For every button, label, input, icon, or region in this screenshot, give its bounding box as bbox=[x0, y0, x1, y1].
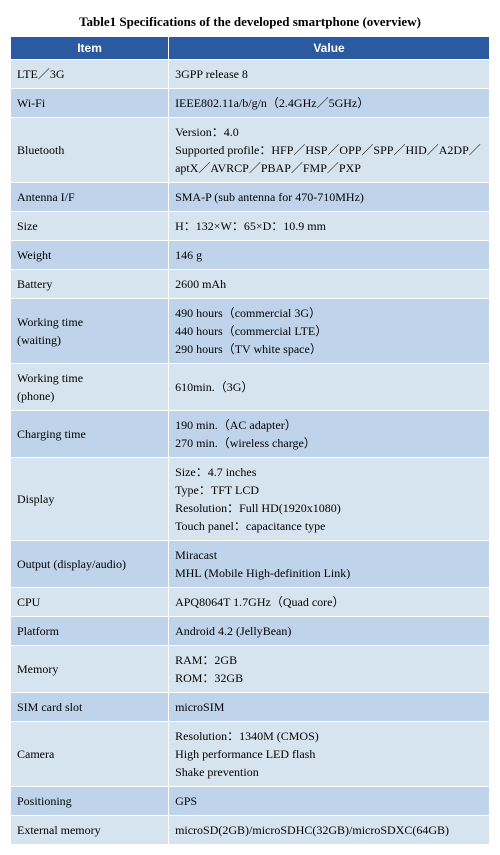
header-value: Value bbox=[169, 37, 490, 60]
cell-value: APQ8064T 1.7GHz（Quad core） bbox=[169, 588, 490, 617]
cell-value: microSD(2GB)/microSDHC(32GB)/microSDXC(6… bbox=[169, 816, 490, 845]
header-item: Item bbox=[11, 37, 169, 60]
table-row: Working time(phone)610min.（3G） bbox=[11, 364, 490, 411]
cell-value: 3GPP release 8 bbox=[169, 60, 490, 89]
cell-item: Wi-Fi bbox=[11, 89, 169, 118]
table-row: MemoryRAM：2GBROM：32GB bbox=[11, 646, 490, 693]
cell-value: IEEE802.11a/b/g/n（2.4GHz／5GHz） bbox=[169, 89, 490, 118]
cell-value: Resolution：1340M (CMOS)High performance … bbox=[169, 722, 490, 787]
cell-value: 490 hours（commercial 3G）440 hours（commer… bbox=[169, 299, 490, 364]
table-caption: Table1 Specifications of the developed s… bbox=[10, 14, 490, 30]
cell-item: LTE／3G bbox=[11, 60, 169, 89]
table-row: PlatformAndroid 4.2 (JellyBean) bbox=[11, 617, 490, 646]
cell-item: Weight bbox=[11, 241, 169, 270]
table-row: Antenna I/FSMA-P (sub antenna for 470-71… bbox=[11, 183, 490, 212]
cell-item: CPU bbox=[11, 588, 169, 617]
cell-item: Output (display/audio) bbox=[11, 541, 169, 588]
cell-item: Working time(waiting) bbox=[11, 299, 169, 364]
cell-item: External memory bbox=[11, 816, 169, 845]
cell-value: microSIM bbox=[169, 693, 490, 722]
header-row: Item Value bbox=[11, 37, 490, 60]
cell-item: Display bbox=[11, 458, 169, 541]
cell-item: Positioning bbox=[11, 787, 169, 816]
cell-item: Memory bbox=[11, 646, 169, 693]
cell-item: SIM card slot bbox=[11, 693, 169, 722]
cell-value: 2600 mAh bbox=[169, 270, 490, 299]
cell-value: RAM：2GBROM：32GB bbox=[169, 646, 490, 693]
table-row: Working time(waiting)490 hours（commercia… bbox=[11, 299, 490, 364]
table-row: Battery2600 mAh bbox=[11, 270, 490, 299]
cell-value: 190 min.（AC adapter）270 min.（wireless ch… bbox=[169, 411, 490, 458]
table-row: DisplaySize：4.7 inchesType：TFT LCDResolu… bbox=[11, 458, 490, 541]
table-row: Output (display/audio)MiracastMHL (Mobil… bbox=[11, 541, 490, 588]
cell-item: Battery bbox=[11, 270, 169, 299]
cell-value: 610min.（3G） bbox=[169, 364, 490, 411]
table-row: SIM card slotmicroSIM bbox=[11, 693, 490, 722]
cell-item: Charging time bbox=[11, 411, 169, 458]
table-row: CameraResolution：1340M (CMOS)High perfor… bbox=[11, 722, 490, 787]
cell-value: SMA-P (sub antenna for 470-710MHz) bbox=[169, 183, 490, 212]
cell-item: Antenna I/F bbox=[11, 183, 169, 212]
spec-table: Item Value LTE／3G3GPP release 8Wi-FiIEEE… bbox=[10, 36, 490, 845]
cell-value: MiracastMHL (Mobile High-definition Link… bbox=[169, 541, 490, 588]
cell-value: 146 g bbox=[169, 241, 490, 270]
cell-item: Platform bbox=[11, 617, 169, 646]
cell-value: Android 4.2 (JellyBean) bbox=[169, 617, 490, 646]
cell-item: Camera bbox=[11, 722, 169, 787]
cell-item: Bluetooth bbox=[11, 118, 169, 183]
cell-value: H：132×W：65×D：10.9 mm bbox=[169, 212, 490, 241]
table-row: SizeH：132×W：65×D：10.9 mm bbox=[11, 212, 490, 241]
cell-item: Size bbox=[11, 212, 169, 241]
table-row: BluetoothVersion：4.0Supported profile：HF… bbox=[11, 118, 490, 183]
table-row: Charging time190 min.（AC adapter）270 min… bbox=[11, 411, 490, 458]
table-row: Wi-FiIEEE802.11a/b/g/n（2.4GHz／5GHz） bbox=[11, 89, 490, 118]
table-row: CPUAPQ8064T 1.7GHz（Quad core） bbox=[11, 588, 490, 617]
cell-value: Size：4.7 inchesType：TFT LCDResolution：Fu… bbox=[169, 458, 490, 541]
table-row: External memorymicroSD(2GB)/microSDHC(32… bbox=[11, 816, 490, 845]
table-row: PositioningGPS bbox=[11, 787, 490, 816]
cell-value: Version：4.0Supported profile：HFP／HSP／OPP… bbox=[169, 118, 490, 183]
cell-value: GPS bbox=[169, 787, 490, 816]
table-row: Weight146 g bbox=[11, 241, 490, 270]
cell-item: Working time(phone) bbox=[11, 364, 169, 411]
table-row: LTE／3G3GPP release 8 bbox=[11, 60, 490, 89]
